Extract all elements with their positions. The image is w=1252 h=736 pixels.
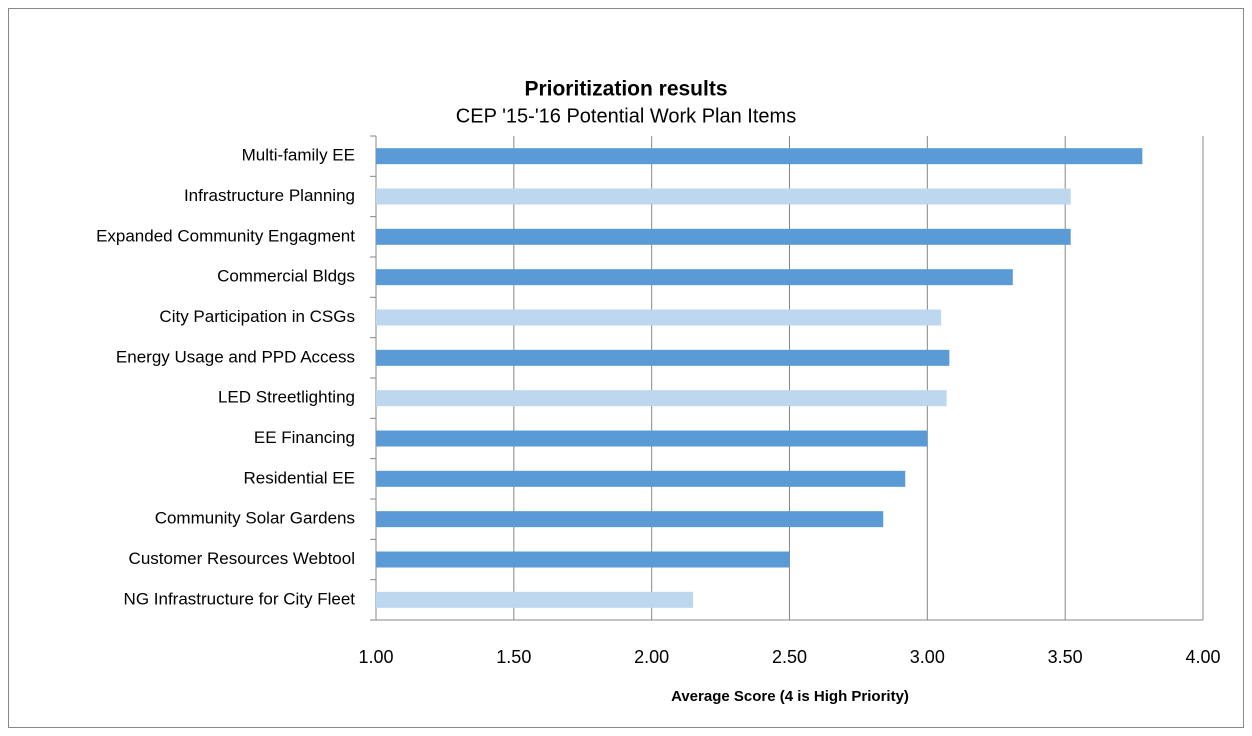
bar [376,430,928,447]
bar [376,148,1143,165]
y-tick-label: Multi-family EE [242,146,355,165]
y-tick-label: City Participation in CSGs [159,307,355,326]
x-tick-label: 3.50 [1048,647,1083,667]
bar [376,228,1071,245]
y-tick-label: Infrastructure Planning [184,186,355,205]
x-tick-label: 1.50 [496,647,531,667]
x-tick-label: 3.00 [910,647,945,667]
y-tick-label: Community Solar Gardens [155,509,355,528]
y-tick-label: Expanded Community Engagment [96,226,355,245]
bar [376,591,694,608]
bar [376,390,947,407]
y-tick-label: NG Infrastructure for City Fleet [124,589,356,608]
y-tick-label: Residential EE [243,468,355,487]
x-axis-label: Average Score (4 is High Priority) [671,688,909,705]
chart-title: Prioritization results [524,78,727,101]
bar [376,551,790,568]
bar [376,511,884,528]
bar [376,309,942,326]
chart-subtitle: CEP '15-'16 Potential Work Plan Items [456,105,796,127]
bar [376,349,950,366]
y-tick-label: Energy Usage and PPD Access [116,347,355,366]
bar [376,470,906,487]
x-tick-label: 2.00 [634,647,669,667]
bar [376,188,1071,205]
bar [376,269,1013,286]
y-tick-label: EE Financing [254,428,355,447]
x-tick-label: 1.00 [358,647,393,667]
x-tick-label: 4.00 [1185,647,1220,667]
y-tick-label: Customer Resources Webtool [129,549,355,568]
x-tick-label: 2.50 [772,647,807,667]
y-tick-label: Commercial Bldgs [217,267,355,286]
y-tick-label: LED Streetlighting [218,388,355,407]
